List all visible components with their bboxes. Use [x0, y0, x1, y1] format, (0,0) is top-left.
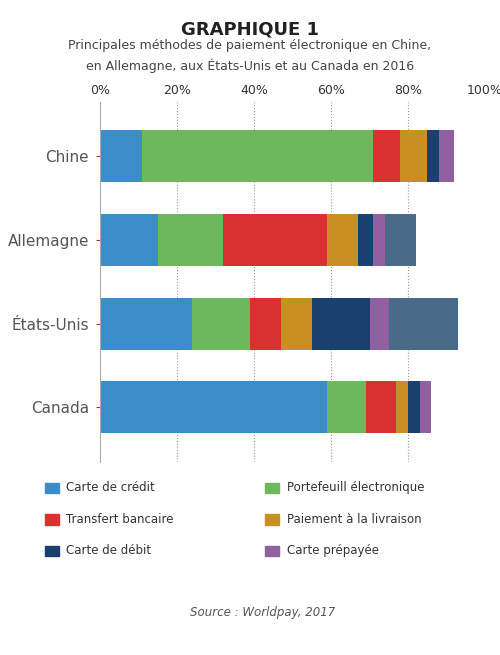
Bar — [100, 297, 192, 350]
Text: Source : Worldpay, 2017: Source : Worldpay, 2017 — [190, 606, 335, 619]
Text: Principales méthodes de paiement électronique en Chine,
en Allemagne, aux États-: Principales méthodes de paiement électro… — [68, 39, 432, 73]
Text: Carte de débit: Carte de débit — [66, 544, 152, 557]
Bar — [327, 381, 366, 434]
Text: Portefeuill électronique: Portefeuill électronique — [286, 481, 424, 495]
Text: Carte prépayée: Carte prépayée — [286, 544, 378, 557]
Bar — [158, 214, 223, 266]
Text: Carte de crédit: Carte de crédit — [66, 481, 155, 495]
Text: GRAPHIQUE 1: GRAPHIQUE 1 — [181, 21, 319, 39]
Bar — [223, 214, 327, 266]
Bar — [439, 130, 454, 182]
Bar — [358, 214, 374, 266]
Bar — [374, 130, 400, 182]
Bar — [366, 381, 396, 434]
Bar — [396, 381, 408, 434]
Bar — [408, 381, 420, 434]
Text: Paiement à la livraison: Paiement à la livraison — [286, 513, 421, 526]
Bar — [312, 297, 370, 350]
Bar — [192, 297, 250, 350]
Bar — [385, 214, 416, 266]
Bar — [100, 130, 142, 182]
Bar — [281, 297, 312, 350]
Bar — [100, 381, 327, 434]
Bar — [420, 381, 431, 434]
Text: Transfert bancaire: Transfert bancaire — [66, 513, 174, 526]
Bar — [427, 130, 439, 182]
Bar — [370, 297, 389, 350]
Bar — [250, 297, 281, 350]
Bar — [400, 130, 427, 182]
Bar — [389, 297, 458, 350]
Bar — [374, 214, 385, 266]
Bar — [142, 130, 374, 182]
Bar — [100, 214, 158, 266]
Bar — [327, 214, 358, 266]
